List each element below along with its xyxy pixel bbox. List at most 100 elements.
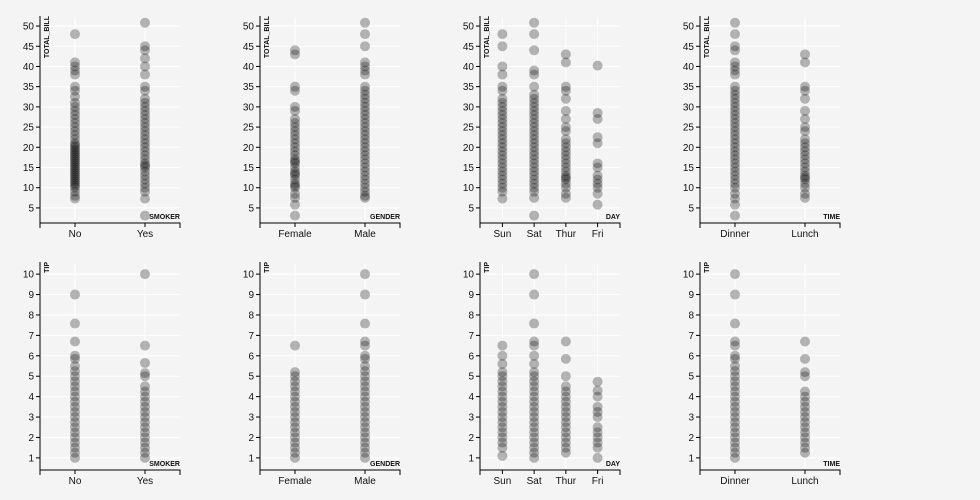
- data-point: [560, 105, 571, 116]
- data-point: [730, 162, 740, 173]
- x-axis-label: GENDER: [370, 461, 400, 468]
- data-point: [560, 162, 571, 173]
- data-point: [140, 126, 150, 137]
- data-point: [560, 437, 571, 448]
- y-tick-label: 5: [248, 203, 254, 214]
- y-tick-label: 20: [23, 143, 35, 154]
- x-tick-label: Female: [278, 476, 312, 487]
- y-tick-label: 6: [688, 351, 694, 362]
- data-point: [800, 114, 810, 124]
- y-tick-label: 40: [23, 62, 35, 73]
- data-point: [360, 162, 370, 173]
- y-tick-label: 15: [463, 163, 475, 174]
- data-point: [140, 160, 150, 171]
- data-point: [592, 401, 603, 412]
- data-point: [497, 386, 508, 397]
- data-point: [140, 447, 150, 458]
- x-axis: [699, 222, 841, 228]
- x-axis-label: GENDER: [370, 214, 400, 221]
- data-point: [730, 289, 740, 300]
- y-tick-label: 5: [28, 203, 34, 214]
- data-point: [70, 361, 80, 371]
- data-point: [730, 427, 740, 438]
- data-point: [529, 182, 540, 193]
- data-point: [529, 386, 540, 397]
- data-point: [290, 386, 300, 397]
- data-point: [497, 412, 508, 423]
- data-point: [360, 361, 370, 371]
- x-tick-label: Dinner: [720, 476, 750, 487]
- y-tick-label: 1: [28, 453, 34, 464]
- data-point: [560, 146, 571, 157]
- data-point: [529, 158, 540, 169]
- data-point: [140, 437, 150, 448]
- data-point: [497, 69, 508, 80]
- data-point: [360, 186, 370, 197]
- data-point: [730, 391, 740, 402]
- data-point: [730, 386, 740, 397]
- y-tick-label: 50: [243, 22, 255, 33]
- data-point: [730, 381, 740, 392]
- data-point: [290, 150, 300, 161]
- x-tick-label: Thur: [556, 476, 577, 487]
- data-point: [360, 134, 370, 145]
- data-point: [529, 318, 540, 329]
- data-point: [800, 85, 810, 96]
- y-tick-label: 40: [463, 62, 475, 73]
- data-point: [140, 412, 150, 423]
- y-tick-label: 10: [463, 270, 475, 281]
- data-point: [560, 381, 571, 392]
- data-point: [360, 442, 370, 453]
- data-point: [70, 190, 80, 201]
- data-point: [70, 57, 80, 68]
- data-point: [800, 422, 810, 433]
- data-point: [560, 371, 571, 382]
- data-point: [140, 45, 150, 56]
- data-point: [529, 118, 540, 129]
- data-point: [70, 105, 80, 116]
- data-point: [290, 114, 300, 124]
- data-point: [140, 432, 150, 443]
- y-tick-label: 40: [683, 62, 695, 73]
- data-point: [730, 199, 740, 210]
- y-tick-label: 5: [468, 372, 474, 383]
- data-point: [497, 367, 508, 378]
- data-point: [140, 427, 150, 438]
- data-point: [70, 427, 80, 438]
- data-point: [70, 142, 80, 153]
- data-point: [560, 406, 571, 417]
- data-point: [290, 391, 300, 402]
- data-point: [730, 61, 740, 72]
- data-point: [70, 452, 80, 463]
- data-point: [800, 417, 810, 428]
- data-point: [290, 130, 300, 141]
- data-point: [290, 138, 300, 149]
- data-point: [560, 396, 571, 407]
- data-point: [730, 130, 740, 141]
- data-point: [560, 412, 571, 423]
- x-axis: [479, 469, 621, 475]
- data-point: [529, 109, 540, 120]
- data-point: [360, 150, 370, 161]
- data-point: [592, 385, 603, 396]
- data-point: [290, 447, 300, 458]
- data-point: [497, 391, 508, 402]
- data-point: [730, 57, 740, 68]
- data-point: [730, 65, 740, 76]
- y-tick-label: 6: [248, 351, 254, 362]
- data-point: [592, 162, 603, 173]
- data-point: [70, 391, 80, 402]
- data-point: [592, 158, 603, 169]
- data-point: [290, 432, 300, 443]
- data-point: [360, 126, 370, 137]
- data-point: [730, 166, 740, 177]
- data-point: [592, 391, 603, 402]
- data-point: [290, 406, 300, 417]
- data-point: [529, 130, 540, 141]
- data-point: [290, 122, 300, 133]
- data-point: [497, 358, 508, 369]
- y-tick-label: 10: [683, 270, 695, 281]
- data-point: [529, 427, 540, 438]
- data-point: [529, 134, 540, 145]
- data-point: [290, 126, 300, 137]
